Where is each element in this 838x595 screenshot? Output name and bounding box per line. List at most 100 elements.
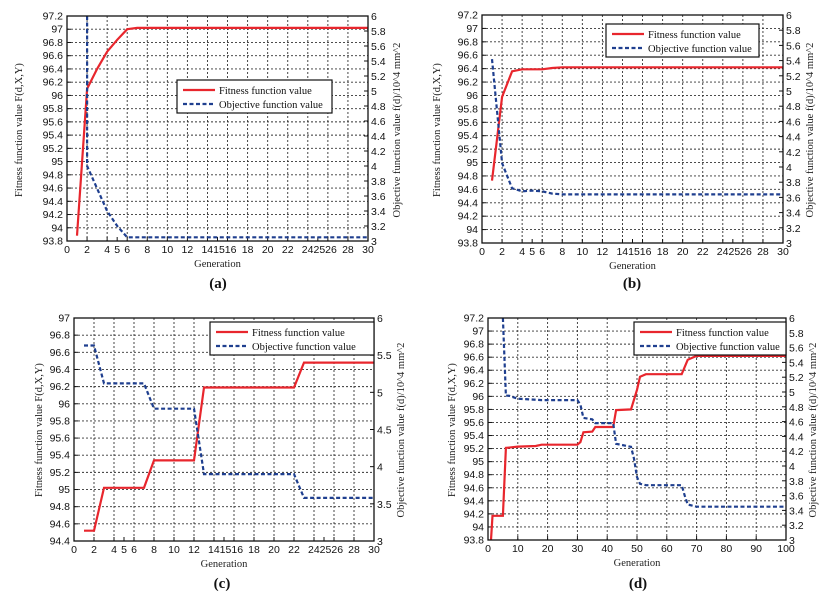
ytick-label: 95 <box>58 484 70 496</box>
y2tick-label: 3 <box>786 238 792 250</box>
ytick-label: 95.6 <box>458 117 479 129</box>
xtick-label: 8 <box>151 544 157 556</box>
y2tick-label: 4.4 <box>789 431 804 443</box>
y2tick-label: 3 <box>371 236 377 248</box>
ytick-label: 96.4 <box>43 63 64 75</box>
ytick-label: 95.6 <box>50 433 71 445</box>
xtick-label: 30 <box>572 543 584 555</box>
ytick-label: 94 <box>472 521 484 533</box>
ytick-label: 95.8 <box>50 415 71 427</box>
ytick-label: 95.8 <box>464 404 485 416</box>
ytick-label: 96.6 <box>43 50 64 62</box>
ytick-label: 97 <box>51 24 63 36</box>
ytick-label: 94.2 <box>458 211 479 223</box>
y2-axis-label: Objective function value f(d)/10^4 mm^2 <box>392 43 403 218</box>
y2tick-label: 3.6 <box>789 491 804 503</box>
ytick-label: 96 <box>466 90 478 102</box>
plot-frame <box>66 15 369 242</box>
ytick-label: 95.2 <box>458 144 479 156</box>
xtick-label: 30 <box>777 246 789 258</box>
panel-label: (b) <box>623 276 641 292</box>
ytick-label: 93.8 <box>464 535 485 547</box>
xtick-label: 0 <box>479 246 485 258</box>
y2tick-label: 4.6 <box>786 116 801 128</box>
chart-panel-d: 93.8 9494.294.494.694.89595.295.495.695.8… <box>447 313 819 593</box>
legend-box <box>209 321 375 356</box>
xtick-label: 10 <box>168 544 180 556</box>
ytick-label: 97 <box>466 23 478 35</box>
xtick-label: 0 <box>71 544 77 556</box>
xtick-label: 242526 <box>302 244 337 256</box>
legend: Fitness function value Objective function… <box>605 23 760 58</box>
objective-series-line <box>84 344 374 499</box>
ytick-label: 95 <box>466 157 478 169</box>
y2tick-label: 3.4 <box>789 505 804 517</box>
x-axis-label: Generation <box>614 558 661 569</box>
ytick-label: 96 <box>472 391 484 403</box>
xtick-label: 10 <box>576 246 588 258</box>
ytick-label: 96.4 <box>464 365 485 377</box>
objective-series-line <box>490 58 783 196</box>
legend-box <box>605 23 760 58</box>
ytick-label: 96.6 <box>464 352 485 364</box>
ytick-label: 94.4 <box>43 196 64 208</box>
y2tick-label: 4.5 <box>377 425 392 437</box>
ytick-label: 95.8 <box>458 103 479 115</box>
y2tick-label: 4.6 <box>371 116 386 128</box>
ytick-label: 96.2 <box>50 381 71 393</box>
y2tick-label: 5.6 <box>789 343 804 355</box>
xtick-label: 2 <box>84 244 90 256</box>
fitness-series-line <box>490 66 783 181</box>
xtick-label: 6 <box>539 246 545 258</box>
xtick-label: 141516 <box>208 544 243 556</box>
y2tick-label: 3.2 <box>371 221 386 233</box>
ytick-label: 94.2 <box>464 508 485 520</box>
y2tick-label: 3.8 <box>789 476 804 488</box>
ytick-label: 94.4 <box>464 495 485 507</box>
y2tick-label: 4.4 <box>786 132 801 144</box>
xtick-label: 5 <box>529 246 535 258</box>
xtick-label: 6 <box>124 244 130 256</box>
ytick-label: 96.6 <box>458 50 479 62</box>
legend-objective-label: Objective function value <box>648 44 752 55</box>
xtick-label: 8 <box>144 244 150 256</box>
y2tick-label: 4.4 <box>371 131 386 143</box>
ytick-label: 95 <box>51 156 63 168</box>
xtick-label: 18 <box>242 244 254 256</box>
xtick-label: 10 <box>512 543 524 555</box>
legend: Fitness function value Objective function… <box>633 321 787 356</box>
y2tick-label: 4.8 <box>789 402 804 414</box>
xtick-label: 40 <box>601 543 613 555</box>
y2tick-label: 5 <box>786 86 792 98</box>
xtick-label: 12 <box>182 244 194 256</box>
y2-axis-label: Objective function value f(d)/10^4 mm^2 <box>805 43 816 218</box>
legend-objective-label: Objective function value <box>219 100 323 111</box>
ytick-label: 94.4 <box>50 536 71 548</box>
legend-fitness-label: Fitness function value <box>252 328 345 339</box>
y2tick-label: 3.6 <box>786 192 801 204</box>
xtick-label: 22 <box>288 544 300 556</box>
xtick-label: 80 <box>721 543 733 555</box>
ytick-label: 94.8 <box>458 170 479 182</box>
ytick-label: 97 <box>472 326 484 338</box>
y2tick-label: 5.5 <box>377 350 392 362</box>
ytick-label: 94.6 <box>464 482 485 494</box>
y-axis-label: Fitness function value F(d,X,Y) <box>447 363 458 497</box>
xtick-label: 60 <box>661 543 673 555</box>
ytick-label: 94 <box>51 222 63 234</box>
xtick-label: 4 <box>519 246 525 258</box>
xtick-label: 12 <box>597 246 609 258</box>
xtick-label: 22 <box>282 244 294 256</box>
y-axis-label: Fitness function value F(d,X,Y) <box>14 63 25 197</box>
y2tick-label: 6 <box>371 11 377 23</box>
y2tick-label: 3.2 <box>789 520 804 532</box>
ytick-label: 94.8 <box>50 501 71 513</box>
xtick-label: 242526 <box>717 246 752 258</box>
ytick-label: 96 <box>51 90 63 102</box>
y2tick-label: 6 <box>377 313 383 325</box>
y2tick-label: 5.4 <box>371 56 386 68</box>
ytick-label: 96.4 <box>50 364 71 376</box>
xtick-label: 20 <box>262 244 274 256</box>
chart-panel-c: 94.4 94.6 94.8 95 95.2 95.4 95.6 95.8 96 96.2 96.4… <box>34 313 407 593</box>
